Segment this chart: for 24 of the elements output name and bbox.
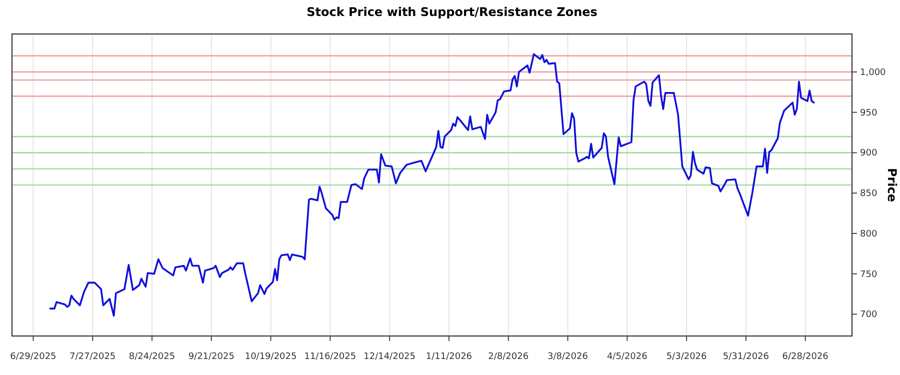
x-tick-label: 9/21/2025	[188, 352, 234, 362]
x-tick-label: 5/31/2026	[722, 352, 770, 362]
y-tick-label: 950	[860, 108, 878, 118]
y-tick-label: 850	[860, 189, 878, 200]
x-tick-label: 4/5/2026	[606, 352, 648, 362]
y-tick-label: 900	[860, 148, 878, 159]
y-tick-label: 800	[860, 229, 878, 240]
x-tick-label: 8/24/2025	[128, 352, 176, 362]
x-tick-label: 1/11/2026	[426, 352, 472, 362]
y-tick-label: 1,000	[860, 68, 886, 78]
chart-title: Stock Price with Support/Resistance Zones	[306, 5, 598, 19]
x-tick-label: 6/28/2026	[782, 352, 829, 362]
x-tick-label: 11/16/2025	[304, 352, 356, 362]
x-tick-label: 12/14/2025	[364, 352, 416, 362]
x-tick-label: 6/29/2025	[10, 352, 56, 362]
x-tick-label: 7/27/2025	[70, 352, 116, 362]
x-tick-label: 10/19/2025	[244, 352, 297, 362]
y-axis-title: Price	[885, 168, 899, 202]
x-tick-label: 3/8/2026	[548, 352, 588, 362]
line-series	[49, 53, 815, 317]
y-tick-label: 700	[860, 310, 878, 320]
x-tick-label: 5/3/2026	[666, 352, 708, 362]
x-tick-label: 2/8/2026	[488, 352, 529, 362]
y-tick-label: 750	[860, 270, 878, 280]
